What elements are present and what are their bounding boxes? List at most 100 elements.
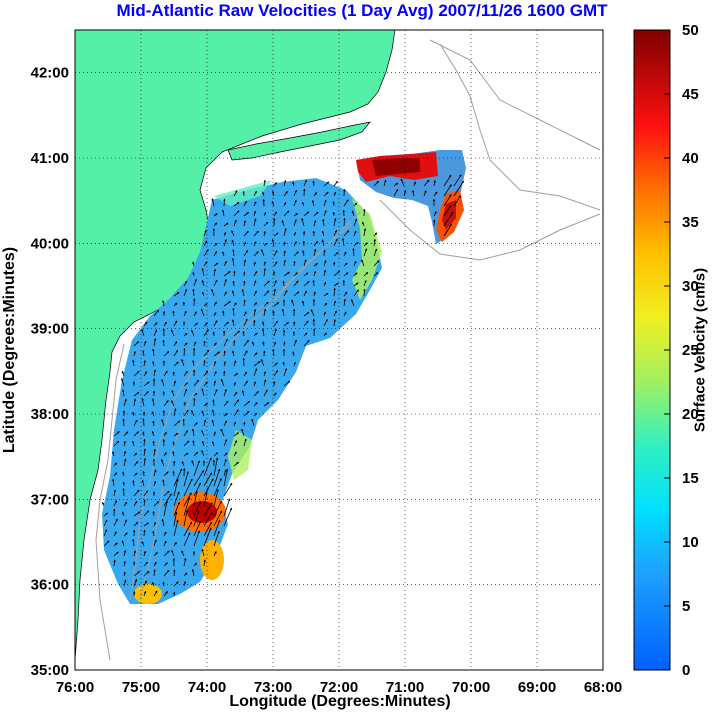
velocity-arrow: [162, 300, 165, 307]
velocity-arrow: [143, 522, 150, 527]
velocity-arrow: [243, 249, 249, 257]
velocity-arrow: [133, 431, 139, 437]
velocity-arrow: [223, 321, 229, 327]
velocity-arrow: [243, 311, 247, 317]
velocity-arrow: [141, 479, 145, 487]
velocity-arrow: [163, 590, 168, 597]
velocity-arrow: [183, 572, 188, 577]
velocity-arrow: [203, 472, 213, 487]
velocity-arrow: [443, 174, 452, 187]
velocity-arrow: [273, 280, 277, 287]
velocity-arrow: [203, 370, 209, 377]
velocity-arrow: [253, 308, 257, 317]
velocity-arrow: [313, 291, 316, 297]
velocity-arrow: [413, 181, 416, 187]
velocity-arrow: [273, 211, 277, 217]
velocity-arrow: [233, 440, 238, 447]
velocity-arrow: [213, 389, 218, 397]
velocity-arrow: [242, 191, 245, 197]
velocity-arrow: [103, 519, 108, 527]
velocity-arrow: [233, 360, 237, 367]
velocity-arrow: [323, 332, 327, 337]
velocity-arrow: [262, 341, 265, 347]
velocity-arrow: [153, 369, 157, 377]
contour-coastal: [95, 343, 125, 661]
velocity-arrow: [143, 340, 147, 347]
velocity-arrow: [333, 300, 337, 307]
velocity-arrow: [303, 211, 310, 217]
velocity-arrow: [243, 259, 247, 267]
velocity-arrow: [143, 590, 147, 597]
velocity-arrow: [161, 518, 165, 527]
velocity-arrow: [223, 279, 227, 287]
velocity-arrow: [133, 511, 141, 517]
velocity-arrow: [183, 471, 189, 487]
velocity-arrow: [223, 260, 227, 267]
velocity-arrow: [192, 288, 195, 297]
velocity-arrow: [163, 550, 170, 557]
velocity-arrow: [263, 379, 267, 387]
colorbar-tick-label: 30: [682, 278, 699, 295]
velocity-arrow: [133, 460, 139, 467]
plot-frame: [74, 29, 604, 671]
velocity-arrow: [223, 350, 226, 357]
velocity-arrow: [373, 248, 378, 257]
velocity-arrow: [343, 262, 348, 267]
velocity-arrow: [363, 228, 367, 237]
velocity-arrow: [333, 229, 337, 237]
velocity-arrow: [213, 268, 217, 277]
velocity-arrow: [201, 450, 205, 457]
velocity-arrow: [243, 280, 246, 287]
velocity-arrow: [113, 462, 118, 467]
velocity-arrow: [293, 280, 299, 287]
velocity-arrow: [231, 319, 235, 327]
velocity-arrow: [153, 469, 157, 477]
velocity-arrow: [403, 190, 407, 197]
velocity-arrow: [361, 259, 365, 267]
velocity-arrow: [193, 530, 200, 547]
velocity-arrow: [333, 251, 339, 257]
velocity-arrow: [133, 419, 138, 427]
velocity-arrow: [251, 418, 255, 427]
velocity-arrow: [201, 429, 205, 437]
velocity-arrow: [161, 419, 165, 427]
velocity-arrow: [311, 200, 315, 207]
x-tick-label: 68:00: [584, 679, 622, 696]
velocity-arrow: [123, 550, 127, 557]
velocity-arrow: [193, 322, 198, 327]
velocity-arrow: [213, 431, 216, 437]
velocity-arrow: [233, 302, 237, 307]
velocity-arrow: [313, 192, 318, 197]
velocity-arrow: [183, 370, 188, 377]
velocity-arrow: [213, 452, 219, 457]
velocity-arrow: [213, 320, 218, 327]
velocity-arrow: [353, 230, 357, 237]
velocity-arrow: [363, 208, 366, 217]
velocity-arrow: [253, 352, 258, 357]
velocity-arrow: [253, 368, 258, 377]
velocity-arrow: [423, 190, 427, 197]
velocity-arrow: [260, 358, 265, 367]
velocity-arrow: [223, 400, 229, 407]
velocity-arrow: [183, 581, 186, 587]
velocity-arrow: [273, 302, 280, 307]
velocity-arrow: [263, 221, 269, 227]
velocity-arrow: [163, 493, 172, 507]
velocity-arrow: [123, 501, 128, 507]
velocity-arrow: [443, 205, 452, 217]
velocity-arrow: [183, 342, 188, 347]
velocity-arrow: [312, 279, 315, 287]
colorbar-tick-label: 45: [682, 86, 699, 103]
velocity-arrow: [243, 211, 250, 217]
velocity-arrow: [363, 272, 369, 277]
velocity-arrow: [183, 288, 187, 297]
velocity-arrow: [223, 338, 228, 347]
velocity-arrow: [263, 371, 266, 377]
velocity-arrow: [223, 482, 233, 497]
velocity-arrow: [253, 332, 258, 337]
velocity-arrow: [102, 501, 105, 507]
velocity-arrow: [222, 310, 225, 317]
velocity-arrow: [343, 251, 347, 257]
velocity-arrow: [203, 527, 212, 547]
velocity-arrow: [211, 198, 215, 207]
